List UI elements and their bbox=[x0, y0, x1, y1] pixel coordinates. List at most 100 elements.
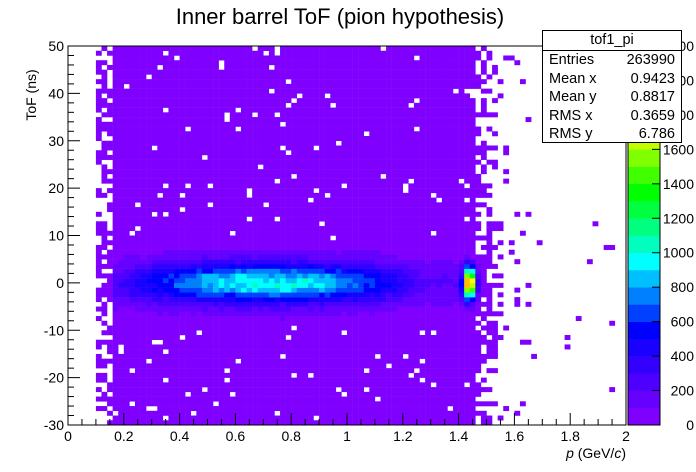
histogram-cell bbox=[341, 173, 348, 179]
histogram-cell bbox=[168, 230, 175, 236]
histogram-cell bbox=[324, 178, 331, 184]
histogram-cell bbox=[246, 368, 253, 374]
histogram-cell bbox=[324, 46, 331, 51]
histogram-cell bbox=[341, 69, 348, 75]
histogram-cell bbox=[419, 353, 426, 359]
histogram-cell bbox=[185, 311, 192, 317]
histogram-cell bbox=[307, 387, 314, 393]
histogram-cell bbox=[291, 154, 298, 160]
histogram-cell bbox=[285, 121, 292, 127]
histogram-cell bbox=[151, 325, 158, 331]
histogram-cell bbox=[374, 136, 381, 141]
histogram-cell bbox=[101, 306, 108, 312]
histogram-cell bbox=[335, 358, 342, 364]
histogram-cell bbox=[374, 60, 381, 66]
histogram-cell bbox=[291, 136, 298, 141]
histogram-cell bbox=[123, 121, 130, 127]
histogram-cell bbox=[447, 145, 454, 151]
histogram-cell bbox=[257, 173, 264, 179]
histogram-cell bbox=[419, 178, 426, 184]
histogram-cell bbox=[123, 254, 130, 260]
histogram-cell bbox=[319, 55, 325, 61]
histogram-cell bbox=[391, 382, 398, 388]
histogram-cell bbox=[179, 83, 186, 89]
histogram-cell bbox=[263, 169, 270, 175]
histogram-cell bbox=[280, 46, 286, 51]
histogram-cell bbox=[324, 306, 331, 312]
histogram-cell bbox=[402, 150, 409, 156]
histogram-cell bbox=[257, 202, 264, 208]
histogram-cell bbox=[453, 268, 459, 274]
histogram-cell bbox=[374, 377, 381, 383]
histogram-cell bbox=[240, 98, 247, 104]
histogram-cell bbox=[430, 126, 437, 132]
histogram-cell bbox=[190, 320, 197, 326]
histogram-cell bbox=[285, 159, 292, 165]
histogram-cell bbox=[151, 150, 158, 156]
histogram-cell bbox=[201, 202, 208, 208]
histogram-cell bbox=[190, 353, 197, 359]
histogram-cell bbox=[235, 131, 242, 137]
histogram-cell bbox=[324, 202, 331, 208]
histogram-cell bbox=[347, 69, 353, 75]
histogram-cell bbox=[330, 145, 337, 151]
histogram-cell bbox=[246, 159, 253, 165]
histogram-cell bbox=[408, 79, 415, 85]
histogram-cell bbox=[162, 102, 169, 108]
histogram-cell bbox=[436, 159, 443, 165]
histogram-cell bbox=[240, 74, 247, 80]
histogram-cell bbox=[280, 282, 286, 288]
histogram-cell bbox=[185, 230, 192, 236]
histogram-cell bbox=[324, 55, 331, 61]
histogram-cell bbox=[341, 60, 348, 66]
histogram-cell bbox=[302, 145, 309, 151]
histogram-cell bbox=[201, 112, 208, 118]
histogram-cell bbox=[174, 268, 180, 274]
histogram-cell bbox=[386, 136, 392, 141]
histogram-cell bbox=[123, 320, 130, 326]
histogram-cell bbox=[185, 226, 192, 232]
histogram-cell bbox=[307, 136, 314, 141]
histogram-cell bbox=[179, 93, 186, 99]
histogram-cell bbox=[207, 244, 214, 250]
histogram-cell bbox=[235, 396, 242, 402]
histogram-cell bbox=[134, 244, 141, 250]
histogram-cell bbox=[274, 55, 281, 61]
histogram-cell bbox=[112, 311, 119, 317]
histogram-cell bbox=[408, 278, 415, 284]
histogram-cell bbox=[425, 259, 431, 265]
histogram-cell bbox=[168, 287, 175, 293]
histogram-cell bbox=[168, 235, 175, 241]
histogram-cell bbox=[229, 93, 236, 99]
histogram-cell bbox=[363, 401, 370, 407]
histogram-cell bbox=[224, 387, 231, 393]
histogram-cell bbox=[436, 244, 443, 250]
histogram-cell bbox=[352, 254, 359, 260]
histogram-cell bbox=[425, 140, 431, 146]
histogram-cell bbox=[174, 273, 180, 279]
histogram-cell bbox=[118, 287, 125, 293]
histogram-cell bbox=[436, 406, 443, 412]
histogram-cell bbox=[134, 372, 141, 378]
histogram-cell bbox=[179, 159, 186, 165]
histogram-cell bbox=[201, 136, 208, 141]
histogram-cell bbox=[324, 287, 331, 293]
histogram-cell bbox=[386, 60, 392, 66]
histogram-cell bbox=[201, 382, 208, 388]
histogram-cell bbox=[263, 136, 270, 141]
histogram-cell bbox=[363, 197, 370, 203]
histogram-cell bbox=[369, 368, 376, 374]
histogram-cell bbox=[347, 126, 353, 132]
histogram-cell bbox=[168, 244, 175, 250]
histogram-cell bbox=[408, 221, 415, 227]
histogram-cell bbox=[374, 69, 381, 75]
histogram-cell bbox=[441, 334, 448, 340]
histogram-cell bbox=[358, 102, 364, 108]
histogram-cell bbox=[307, 287, 314, 293]
histogram-cell bbox=[369, 69, 376, 75]
histogram-cell bbox=[391, 311, 398, 317]
histogram-cell bbox=[447, 150, 454, 156]
histogram-cell bbox=[296, 316, 303, 322]
histogram-cell bbox=[112, 178, 119, 184]
histogram-cell bbox=[441, 344, 448, 350]
